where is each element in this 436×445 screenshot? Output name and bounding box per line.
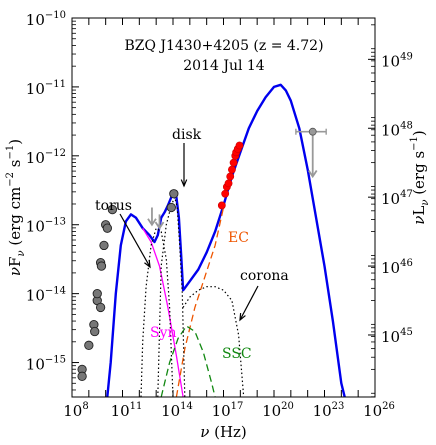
upper-limit-2 — [295, 127, 327, 179]
series-ec-line — [175, 207, 225, 397]
upper-limit-0 — [147, 207, 157, 227]
arrow-torus-head — [144, 259, 151, 269]
y-left-tick-label: 10−13 — [26, 217, 66, 236]
plot-area — [77, 83, 346, 397]
arrow-corona-head — [239, 312, 246, 322]
xray-data-point — [217, 201, 226, 210]
text-layer: 108 1011 1014 1017 1020 1023 1026 10−15 10−14 10−… — [5, 10, 431, 441]
arrow-torus — [119, 213, 151, 268]
radio-data-point — [77, 371, 87, 381]
arrow-disk-head — [180, 179, 188, 188]
radio-data-point — [84, 340, 94, 350]
y-right-tick-label: 1049 — [381, 51, 413, 70]
y-left-tick-label: 10−14 — [26, 286, 66, 305]
series-corona-line — [182, 286, 245, 397]
xray-data-point — [235, 141, 244, 150]
y-left-tick-label: 10−10 — [26, 10, 66, 29]
upper-limit-arrowhead — [154, 221, 165, 230]
radio-data-point — [92, 288, 102, 299]
x-tick-label: 1014 — [161, 401, 193, 420]
upper-limit-point — [308, 127, 317, 136]
xray-data-point — [226, 172, 235, 181]
x-tick-label: 1011 — [111, 401, 143, 420]
series-syn-line — [142, 227, 184, 397]
radio-data-point — [107, 204, 118, 215]
radio-data-point — [102, 223, 113, 233]
radio-data-point — [95, 302, 106, 313]
x-axis-title: ν (Hz) — [200, 423, 247, 441]
y-left-axis-title: νFν (erg cm−2 s−1) — [5, 139, 27, 276]
xray-data-point — [229, 158, 238, 167]
y-right-tick-label: 1048 — [381, 120, 413, 139]
chart-subtitle: 2014 Jul 14 — [183, 58, 265, 74]
y-right-tick-label: 1047 — [381, 189, 413, 208]
y-left-tick-label: 10−12 — [26, 148, 66, 167]
xray-data-point — [228, 165, 236, 174]
y-left-tick-label: 10−15 — [26, 355, 66, 374]
x-tick-label: 108 — [63, 401, 88, 420]
chart-title: BZQ J1430+4205 (z = 4.72) — [124, 38, 323, 54]
xray-data-point — [224, 179, 233, 188]
series-torus-line — [140, 227, 174, 397]
annotation-torus: torus — [95, 198, 132, 214]
annotation-ec: EC — [228, 230, 249, 246]
upper-limit-1 — [154, 214, 165, 230]
radio-data-point — [96, 261, 107, 271]
series-ssc-line — [160, 325, 216, 397]
x-tick-label: 1023 — [313, 401, 345, 420]
radio-data-point — [169, 189, 179, 199]
x-tick-label: 1020 — [262, 401, 294, 420]
y-left-tick-label: 10−11 — [26, 79, 66, 98]
y-right-tick-label: 1045 — [381, 327, 413, 346]
x-tick-label: 1017 — [212, 401, 244, 420]
annotation-disk: disk — [172, 127, 202, 143]
upper-limit-arrowhead — [307, 169, 318, 179]
radio-data-point — [166, 202, 176, 213]
y-right-tick-label: 1046 — [381, 258, 413, 277]
plot-layer — [77, 83, 346, 397]
annotation-ssc: SSC — [222, 346, 252, 362]
upper-limit-arrowhead — [147, 218, 157, 227]
annotation-corona: corona — [240, 268, 289, 284]
annotation-syn: Syn — [150, 325, 177, 341]
radio-data-point — [99, 240, 109, 251]
tick-layer — [71, 17, 376, 398]
x-tick-label: 1026 — [363, 401, 395, 420]
y-right-axis-title: νLν (erg s−1) — [409, 130, 431, 225]
series-total-line — [106, 83, 346, 397]
xray-data-point — [221, 189, 230, 198]
radio-data-point — [90, 326, 100, 337]
arrow-corona — [239, 285, 259, 321]
